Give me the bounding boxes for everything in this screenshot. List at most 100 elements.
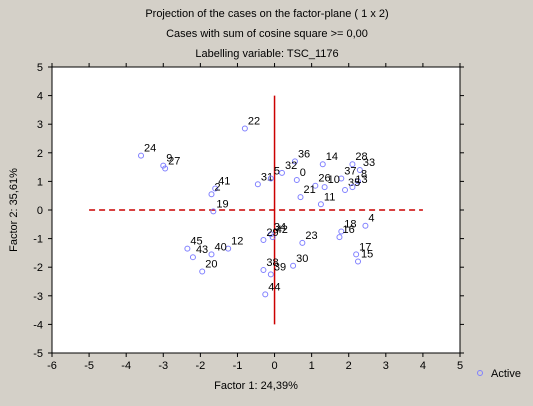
data-point-label: 24 (144, 143, 156, 155)
data-point (338, 228, 345, 235)
data-point (362, 222, 369, 229)
data-point (290, 262, 297, 269)
data-point (212, 185, 219, 192)
y-tick-label: 5 (37, 62, 43, 74)
y-tick-label: 4 (37, 91, 43, 103)
data-point (321, 184, 328, 191)
data-point (353, 251, 360, 258)
x-tick-label: -6 (47, 360, 57, 372)
chart-title-line: Cases with sum of cosine square >= 0,00 (166, 28, 368, 40)
data-point (338, 175, 345, 182)
legend-label: Active (491, 368, 521, 380)
data-point (336, 234, 343, 241)
data-point-label: 31 (261, 171, 273, 183)
y-tick-label: 0 (37, 205, 43, 217)
data-point-label: 16 (342, 224, 354, 236)
chart-title-line: Labelling variable: TSC_1176 (195, 48, 338, 60)
data-point-label: 18 (344, 218, 356, 230)
data-point (208, 251, 215, 258)
data-point-label: 2 (214, 181, 220, 193)
x-tick-label: -5 (84, 360, 94, 372)
data-point (293, 176, 300, 183)
x-tick-label: -2 (195, 360, 205, 372)
x-tick-label: -4 (121, 360, 131, 372)
data-point (349, 161, 356, 168)
data-point (162, 165, 169, 172)
x-axis-label: Factor 1: 24,39% (214, 380, 298, 392)
x-tick-label: 5 (457, 360, 463, 372)
y-tick-label: -3 (33, 291, 43, 303)
y-tick-label: -5 (33, 348, 43, 360)
data-point (189, 254, 196, 261)
data-point (356, 166, 363, 173)
data-point (355, 178, 361, 185)
data-point (267, 175, 274, 182)
x-tick-label: -1 (233, 360, 243, 372)
data-point (262, 291, 269, 298)
data-point-label: 33 (363, 157, 375, 169)
data-point (254, 181, 261, 188)
y-axis-label: Factor 2: 35,61% (8, 168, 20, 252)
data-point-label: 32 (285, 160, 297, 172)
y-tick-label: -2 (33, 262, 43, 274)
data-point-label: 4 (368, 213, 374, 225)
data-point-label: 28 (355, 151, 367, 163)
y-tick-label: -4 (33, 319, 43, 331)
data-point (260, 237, 267, 244)
data-point-label: 30 (296, 253, 308, 265)
x-tick-label: 1 (309, 360, 315, 372)
data-point-label: 29 (266, 227, 278, 239)
y-tick-label: -1 (33, 234, 43, 246)
chart-title-line: Projection of the cases on the factor-pl… (145, 8, 388, 20)
data-point (225, 245, 232, 252)
x-tick-label: 4 (420, 360, 426, 372)
data-point-label: 34 (274, 221, 286, 233)
data-point-label: 27 (168, 156, 180, 168)
data-point (260, 267, 267, 274)
data-point-label: 14 (326, 151, 338, 163)
data-point-label: 0 (300, 167, 306, 179)
y-tick-label: 3 (37, 119, 43, 131)
data-point-label: 10 (328, 174, 340, 186)
data-point-label: 38 (266, 257, 278, 269)
data-point-label: 35 (348, 177, 360, 189)
data-point-label: 26 (318, 173, 330, 185)
data-point-label: 5 (274, 166, 280, 178)
data-point-label: 43 (196, 244, 208, 256)
data-point-label: 15 (361, 248, 373, 260)
x-tick-label: 2 (346, 360, 352, 372)
data-point-label: 8 (361, 168, 367, 180)
data-point-label: 20 (205, 258, 217, 270)
data-point-label: 22 (248, 115, 260, 127)
data-point (267, 271, 274, 278)
data-point-label: 23 (305, 230, 317, 242)
data-point-label: 9 (166, 153, 172, 165)
data-point (355, 258, 361, 265)
data-point-label: 45 (190, 236, 202, 248)
data-point-label: 11 (324, 191, 335, 203)
data-point (312, 182, 319, 189)
x-tick-label: -3 (158, 360, 168, 372)
data-point (278, 169, 285, 176)
x-tick-label: 0 (271, 360, 277, 372)
data-point (291, 158, 298, 165)
data-point-label: 39 (274, 261, 286, 273)
data-point-label: 17 (359, 241, 371, 253)
data-point (299, 239, 306, 246)
data-point (184, 245, 191, 252)
data-point-label: 40 (214, 241, 226, 253)
data-point (297, 194, 304, 201)
data-point (199, 268, 206, 275)
y-tick-label: 1 (37, 176, 43, 188)
data-point (241, 125, 248, 132)
data-point-label: 12 (231, 236, 243, 248)
data-point (319, 161, 326, 168)
legend-marker (477, 370, 483, 376)
data-point-label: 19 (216, 198, 228, 210)
data-point (210, 208, 217, 215)
data-point (138, 152, 145, 159)
data-point-label: 42 (276, 224, 288, 236)
data-point-label: 44 (268, 281, 280, 293)
